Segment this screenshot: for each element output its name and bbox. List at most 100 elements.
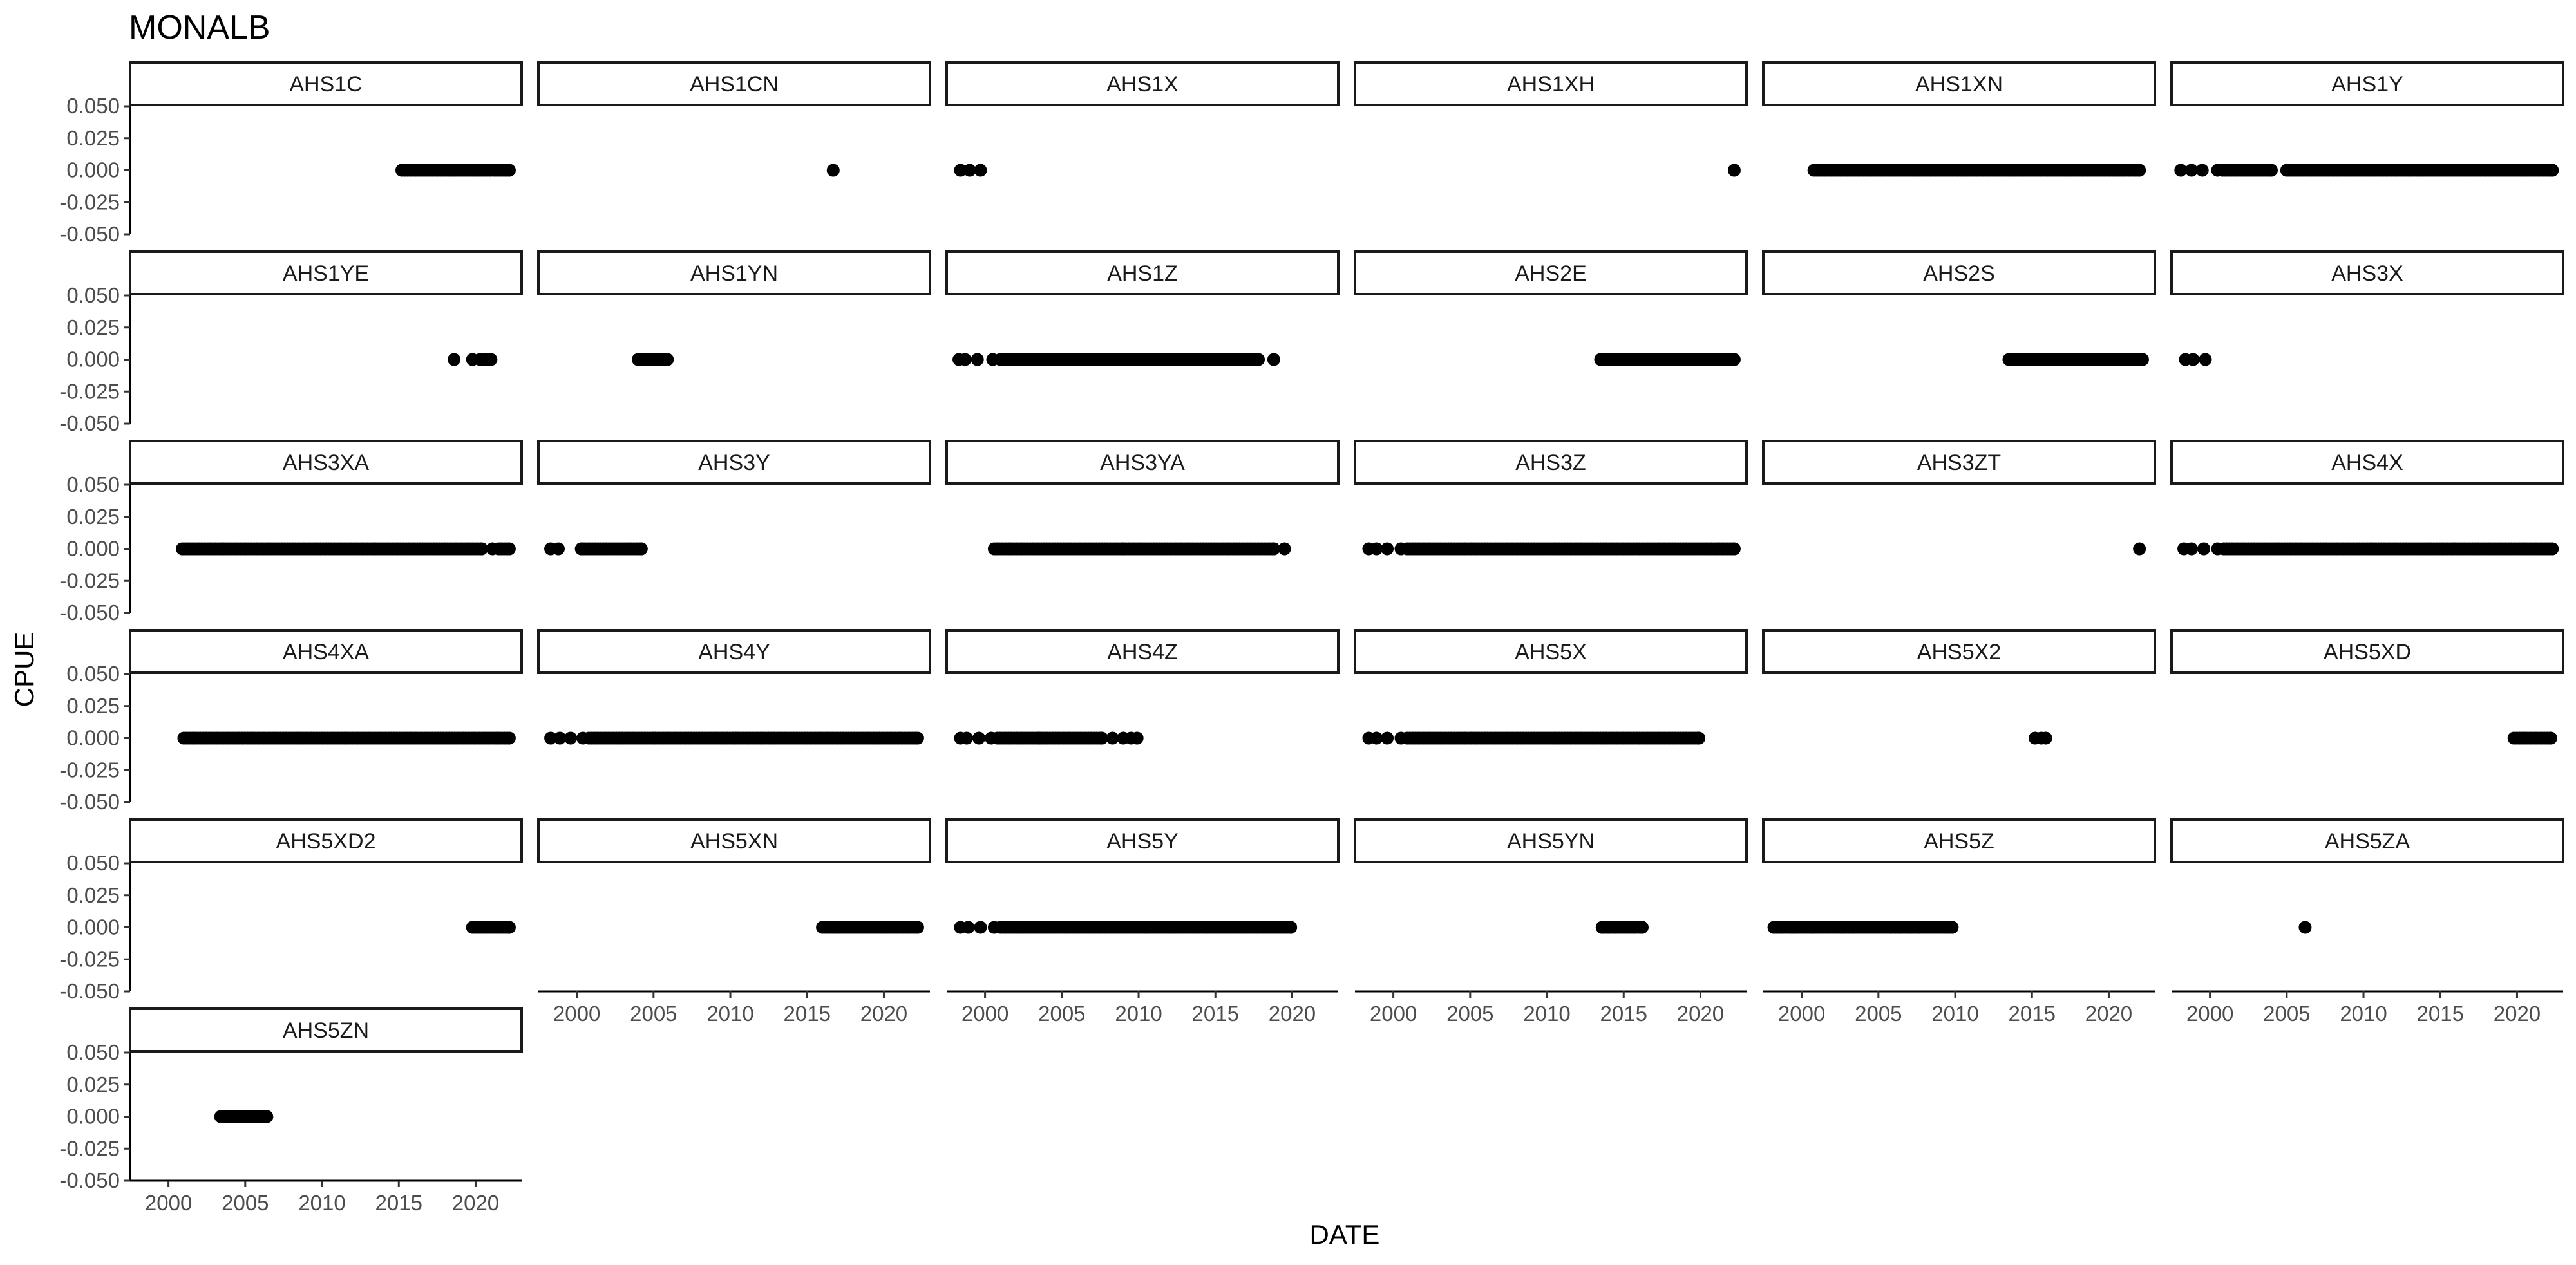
y-tick-label: -0.025 (59, 190, 120, 214)
facet-strip (129, 1007, 523, 1053)
x-tick-label: 2010 (1115, 1002, 1162, 1026)
facet-strip (1354, 440, 1748, 485)
y-tick-label: 0.025 (66, 315, 120, 339)
data-point (1381, 731, 1394, 745)
data-point (2136, 353, 2149, 366)
y-tick-label: 0.025 (66, 126, 120, 150)
data-point (2199, 353, 2212, 366)
data-point (553, 731, 567, 745)
x-tick-label: 2015 (1600, 1002, 1647, 1026)
data-point (1095, 731, 1108, 745)
y-tick-label: 0.050 (66, 1040, 120, 1064)
y-tick-label: 0.025 (66, 883, 120, 907)
x-tick-label: 2000 (1370, 1002, 1417, 1026)
x-tick-label: 2000 (1778, 1002, 1825, 1026)
x-tick-label: 2010 (706, 1002, 753, 1026)
facet-strip (945, 250, 1340, 295)
data-point (1635, 921, 1649, 934)
data-point (1284, 921, 1298, 934)
data-point (1786, 921, 1799, 934)
facet-strip (129, 629, 523, 674)
x-tick-label: 2005 (222, 1191, 269, 1215)
data-point (961, 921, 975, 934)
facet-strip (1354, 61, 1748, 106)
facet-label: AHS5ZA (2325, 829, 2410, 854)
data-point (1267, 542, 1280, 556)
facet-label: AHS1YN (690, 261, 778, 286)
facet-label: AHS3X (2331, 261, 2403, 286)
panel-ahs1cn: AHS1CN (537, 61, 931, 177)
y-tick-label: -0.025 (59, 568, 120, 592)
data-point (502, 731, 516, 745)
x-tick-label: 2020 (452, 1191, 499, 1215)
y-tick-label: -0.025 (59, 947, 120, 971)
facet-label: AHS1XH (1507, 72, 1595, 97)
x-tick-label: 2005 (2263, 1002, 2310, 1026)
data-point (1370, 542, 1383, 556)
panel-ahs5y: AHS5Y 2000 2005 2010 2015 2020 (945, 818, 1340, 1026)
y-tick-label: 0.025 (66, 1073, 120, 1096)
data-point (564, 731, 578, 745)
data-point (1884, 921, 1897, 934)
panel-ahs4y: AHS4Y (537, 629, 931, 745)
facet-strip (1354, 250, 1748, 295)
y-tick-label: 0.000 (66, 726, 120, 750)
facet-strip (1762, 440, 2156, 485)
x-tick-label: 2000 (2186, 1002, 2233, 1026)
facet-strip (537, 629, 931, 674)
panel-ahs1xn: AHS1XN (1762, 61, 2156, 177)
panel-ahs5yn: AHS5YN 2000 2005 2010 2015 2020 (1354, 818, 1748, 1026)
data-point (2133, 164, 2146, 177)
panel-ahs4xa: AHS4XA 0.050 0.025 0.000 -0.025 -0.050 (59, 629, 523, 814)
x-tick-label: 2020 (1269, 1002, 1316, 1026)
facet-label: AHS5Z (1924, 829, 1994, 854)
data-point (2298, 921, 2312, 934)
data-point (2544, 731, 2557, 745)
data-point (1607, 921, 1621, 934)
panel-ahs3ya: AHS3YA (945, 440, 1340, 556)
data-point (2195, 164, 2209, 177)
panel-ahs3x: AHS3X (2170, 250, 2564, 366)
facet-label: AHS3ZT (1917, 451, 2001, 475)
y-tick-label: 0.050 (66, 283, 120, 307)
data-point (544, 731, 558, 745)
data-point (958, 353, 972, 366)
facet-strip (537, 440, 931, 485)
x-tick-label: 2010 (2340, 1002, 2387, 1026)
panel-ahs4z: AHS4Z (945, 629, 1340, 745)
x-tick-label: 2010 (298, 1191, 345, 1215)
facet-strip (2170, 629, 2564, 674)
facet-strip (1762, 629, 2156, 674)
facet-label: AHS5X2 (1917, 640, 2001, 664)
panel-ahs1ye: AHS1YE 0.050 0.025 0.000 -0.025 -0.050 (59, 250, 523, 435)
data-point (1893, 921, 1907, 934)
x-tick-label: 2005 (1038, 1002, 1085, 1026)
data-point (972, 731, 986, 745)
panel-ahs5za: AHS5ZA 2000 2005 2010 2015 2020 (2170, 818, 2564, 1026)
data-point (974, 921, 987, 934)
panel-ahs5xd2: AHS5XD2 0.050 0.025 0.000 -0.025 -0.050 (59, 818, 523, 1003)
facet-strip (2170, 61, 2564, 106)
y-tick-label: 0.000 (66, 1105, 120, 1129)
data-point (502, 164, 516, 177)
x-tick-label: 2015 (784, 1002, 831, 1026)
panel-ahs5xn: AHS5XN 2000 2005 2010 2015 2020 (537, 818, 931, 1026)
y-tick-label: 0.000 (66, 915, 120, 939)
data-point (2174, 164, 2188, 177)
panel-ahs5z: AHS5Z 2000 2005 2010 2015 2020 (1762, 818, 2156, 1026)
panel-ahs5xd: AHS5XD (2170, 629, 2564, 745)
x-tick-label: 2010 (1523, 1002, 1570, 1026)
panel-ahs3z: AHS3Z (1354, 440, 1748, 556)
data-point (2211, 164, 2224, 177)
chart-title: MONALB (129, 9, 270, 46)
x-tick-label: 2020 (860, 1002, 907, 1026)
y-tick-label: -0.050 (59, 601, 120, 624)
facet-label: AHS2S (1923, 261, 1995, 286)
data-point (963, 164, 976, 177)
data-point (2211, 542, 2224, 556)
y-tick-label: 0.000 (66, 348, 120, 371)
data-point (1946, 921, 1959, 934)
data-point (2264, 164, 2278, 177)
y-tick-label: 0.050 (66, 851, 120, 875)
